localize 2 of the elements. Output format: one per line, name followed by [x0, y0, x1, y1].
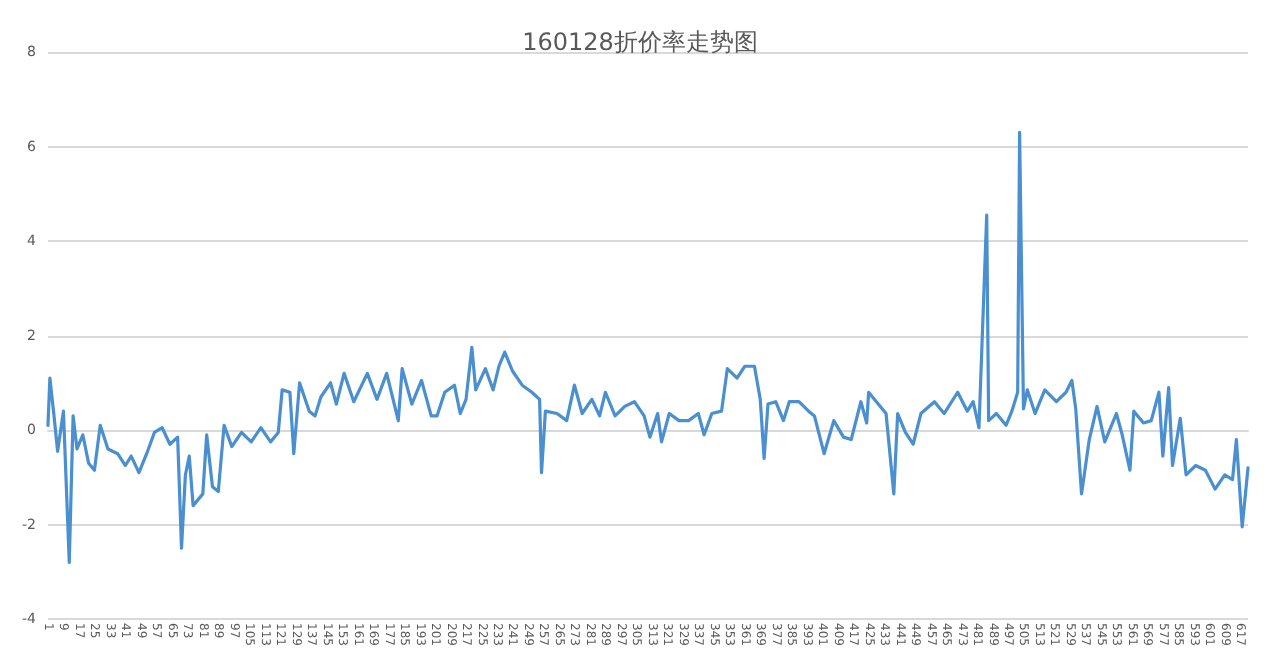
line-series: [46, 130, 1250, 564]
chart-title: 160128折价率走势图: [522, 28, 758, 56]
